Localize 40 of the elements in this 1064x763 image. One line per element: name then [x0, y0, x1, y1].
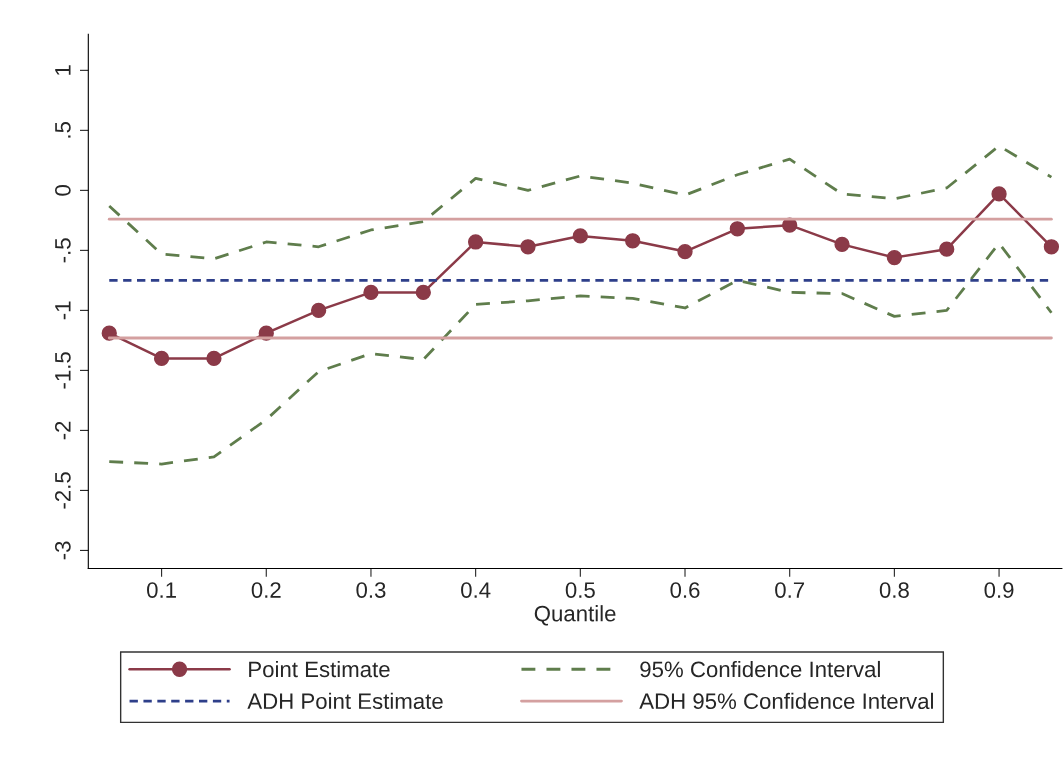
legend-label: Point Estimate: [249, 660, 390, 678]
x-tick-label: 0.1: [147, 582, 176, 598]
point: [363, 284, 379, 301]
x-tick-label: 0.2: [251, 582, 281, 598]
x-tick-label: 0.4: [461, 582, 491, 598]
x-axis-title: Quantile: [534, 605, 616, 626]
y-tick-label: -1: [55, 301, 71, 320]
y-tick-label: .5: [55, 122, 71, 138]
point: [572, 228, 588, 244]
point: [625, 233, 641, 249]
point: [886, 249, 903, 266]
point: [939, 241, 955, 257]
point: [153, 350, 170, 367]
x-tick-label: 0.5: [565, 582, 595, 598]
y-tick-label: -.5: [55, 238, 71, 263]
y-tick-label: -3: [54, 541, 71, 560]
point: [310, 302, 327, 319]
point: [206, 350, 222, 367]
y-tick-label: -1.5: [55, 352, 71, 389]
point: [520, 239, 536, 255]
y-tick-label: -2: [54, 421, 71, 440]
y-tick-label: -2.5: [54, 472, 71, 509]
point: [468, 234, 484, 250]
x-tick-label: 0.3: [356, 582, 386, 598]
y-tick-label: 1: [55, 65, 71, 75]
point: [415, 284, 431, 301]
legend-label: ADH 95% Confidence Interval: [639, 692, 933, 710]
point: [834, 236, 850, 253]
point: [101, 325, 117, 341]
y-tick-label: 0: [54, 185, 71, 196]
legend-label: ADH Point Estimate: [247, 692, 443, 710]
point: [729, 221, 745, 237]
x-tick-label: 0.9: [984, 582, 1014, 598]
legend-label: 95% Confidence Interval: [640, 660, 880, 678]
point: [677, 243, 693, 260]
x-tick-label: 0.6: [670, 582, 700, 598]
point: [1043, 239, 1060, 255]
x-tick-label: 0.8: [879, 582, 909, 598]
point: [991, 186, 1007, 202]
x-tick-label: 0.7: [775, 582, 805, 598]
